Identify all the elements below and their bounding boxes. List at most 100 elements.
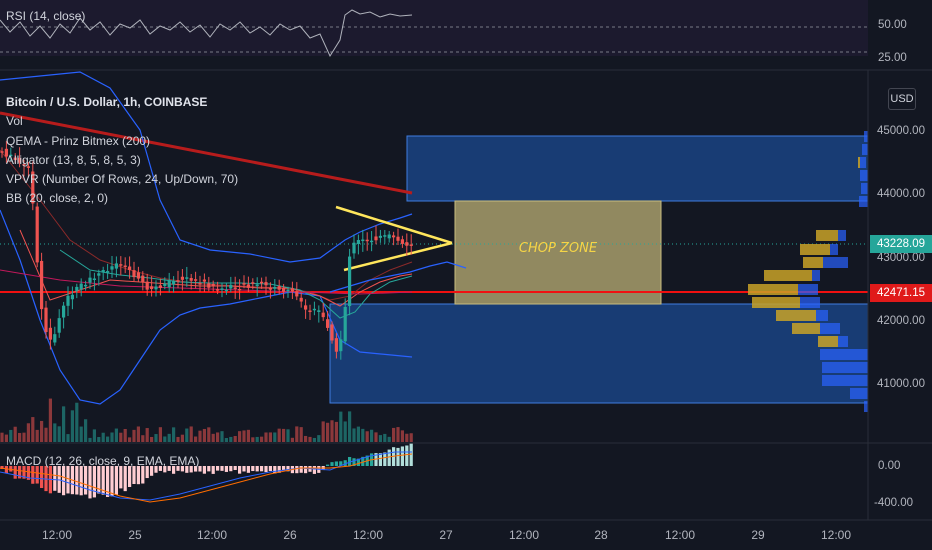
candle-body [374, 236, 378, 241]
price-tick-41000: 41000.00 [877, 378, 925, 390]
candle-body [295, 291, 299, 297]
candle-body [198, 283, 202, 285]
macd-histogram-bar [92, 466, 96, 498]
vpvr-down-bar [822, 362, 868, 373]
macd-histogram-bar [44, 466, 48, 492]
volume-bar [48, 398, 52, 442]
volume-bar [286, 429, 290, 442]
candle-body [70, 294, 74, 300]
macd-histogram-bar [202, 466, 206, 474]
candle-body [224, 289, 228, 292]
macd-histogram-bar [35, 466, 39, 484]
macd-signal-line [0, 453, 413, 503]
volume-bar [352, 428, 356, 442]
macd-label: MACD (12, 26, close, 9, EMA, EMA) [6, 454, 200, 468]
candle-body [392, 235, 396, 238]
macd-histogram-bar [40, 466, 44, 488]
macd-histogram-bar [189, 466, 193, 473]
currency-button[interactable]: USD [888, 88, 916, 110]
time-tick-1: 12:00 [41, 528, 73, 542]
rsi-tick-50: 50.00 [878, 19, 907, 31]
candle-body [84, 284, 88, 287]
macd-histogram-bar [84, 466, 88, 495]
candle-body [308, 310, 312, 313]
vpvr-down-bar [798, 284, 818, 295]
vpvr-down-bar [812, 270, 820, 281]
macd-histogram-bar [62, 466, 66, 496]
candle-body [176, 280, 180, 282]
candle-body [97, 273, 101, 276]
volume-bar [255, 436, 259, 442]
candle-body [185, 277, 189, 279]
macd-histogram-bar [123, 466, 127, 492]
macd-histogram-bar [79, 466, 83, 496]
candle-body [304, 305, 308, 310]
vpvr-down-bar [850, 388, 868, 399]
macd-histogram-bar [167, 466, 171, 471]
volume-bar [348, 411, 352, 442]
macd-histogram-bar [119, 466, 123, 489]
volume-bar [308, 436, 312, 442]
candle-body [88, 277, 92, 283]
candle-body [352, 242, 356, 254]
macd-histogram-bar [330, 462, 334, 466]
legend-item-alligator[interactable]: Alligator (13, 8, 5, 8, 5, 3) [6, 152, 141, 167]
time-tick-4: 26 [283, 528, 297, 542]
chop-zone-box [454, 200, 662, 305]
volume-bar [13, 426, 17, 442]
candle-body [154, 286, 158, 290]
candle-body [18, 157, 22, 163]
volume-bar [365, 431, 369, 442]
candle-body [343, 306, 347, 342]
legend-item-qema[interactable]: QEMA - Prinz Bitmex (200) [6, 133, 151, 148]
macd-line [0, 451, 412, 501]
macd-pane [0, 443, 413, 503]
macd-histogram-bar [334, 461, 338, 466]
macd-histogram-bar [260, 466, 264, 472]
volume-bar [312, 437, 316, 442]
volume-bar [167, 433, 171, 442]
volume-bar [176, 436, 180, 442]
candle-body [48, 327, 52, 340]
rsi-line [0, 9, 413, 58]
macd-histogram-bar [361, 456, 365, 466]
macd-histogram-bar [378, 453, 382, 466]
macd-histogram-bar [18, 466, 22, 479]
volume-bar [339, 411, 343, 442]
legend-item-vol[interactable]: Vol [6, 114, 23, 129]
chop-zone-label: CHOP ZONE [518, 241, 598, 256]
volume-bar [70, 410, 74, 442]
macd-histogram-bar [312, 466, 316, 474]
candle-body [326, 319, 330, 328]
candle-body [136, 272, 140, 279]
candle-body [101, 270, 105, 273]
macd-histogram-bar [158, 466, 162, 471]
candle-body [66, 295, 70, 306]
alligator-teeth-line [19, 229, 413, 307]
volume-bar [207, 427, 211, 442]
candle-body [180, 276, 184, 280]
volume-bar [277, 428, 281, 442]
volume-bar [264, 432, 268, 442]
legend-item-vpvr[interactable]: VPVR (Number Of Rows, 24, Up/Down, 70) [6, 172, 239, 187]
candle-body [339, 339, 343, 352]
vpvr-down-bar [800, 297, 820, 308]
legend-item-bb[interactable]: BB (20, close, 2, 0) [6, 191, 109, 206]
volume-bar [409, 433, 413, 442]
candle-body [282, 287, 286, 292]
macd-histogram-bar [57, 466, 61, 493]
volume-bar [158, 427, 162, 442]
vpvr-up-bar [776, 310, 816, 321]
volume-bar [128, 437, 132, 442]
candle-body [44, 307, 48, 333]
volume-bar [202, 428, 206, 442]
macd-histogram-bar [66, 466, 70, 494]
candle-body [312, 308, 316, 311]
candle-body [119, 264, 123, 266]
volume-bar [141, 435, 145, 442]
volume-bar [295, 426, 299, 442]
candle-body [150, 286, 154, 289]
macd-tick-0: 0.00 [878, 460, 901, 472]
price-tick-42000: 42000.00 [877, 315, 925, 327]
